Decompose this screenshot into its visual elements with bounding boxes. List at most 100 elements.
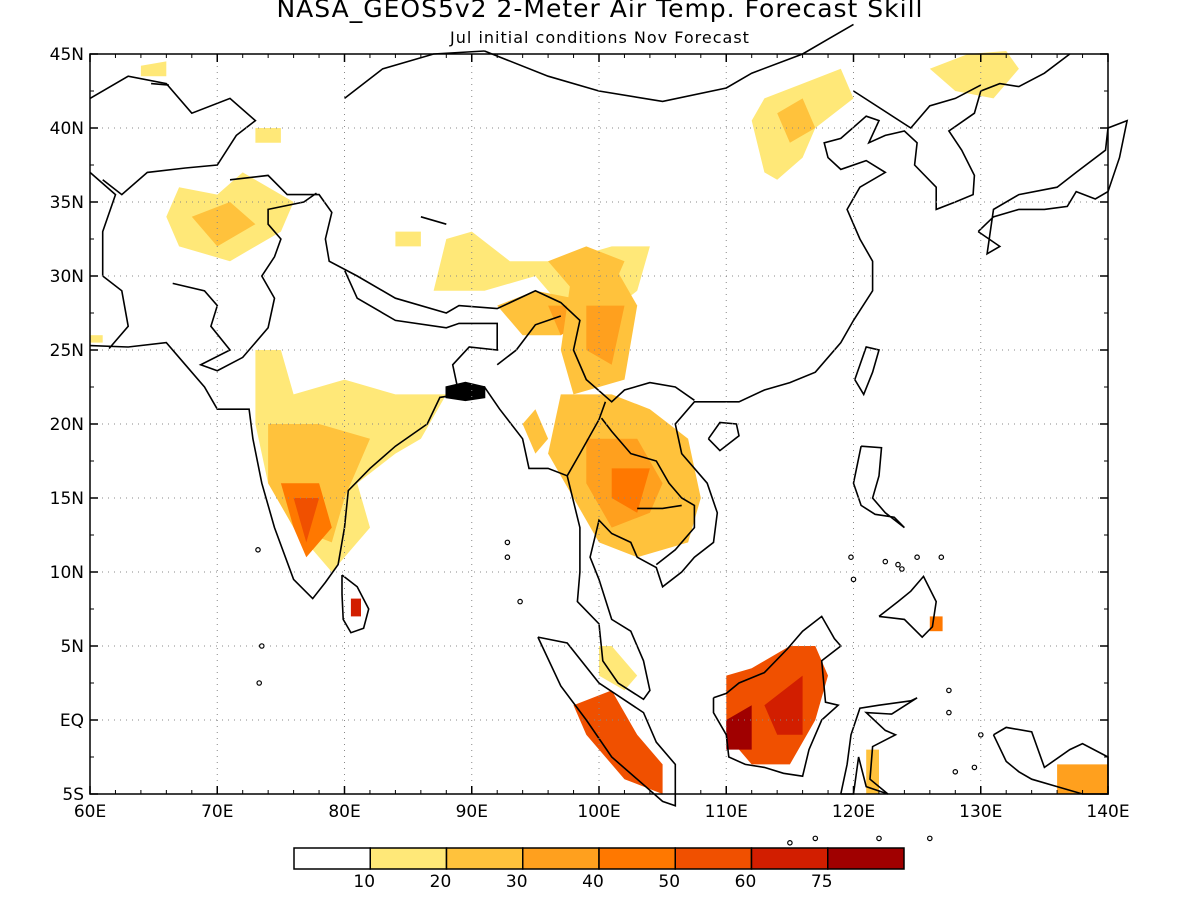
- colorbar-swatch: [522, 847, 600, 870]
- skill-region: [726, 705, 752, 750]
- island: [938, 554, 945, 561]
- island: [876, 835, 882, 842]
- island: [517, 598, 523, 605]
- x-tick-label: 100E: [577, 802, 620, 822]
- y-tick-label: 5S: [62, 785, 84, 805]
- coastline: [977, 119, 1129, 256]
- island: [946, 709, 952, 716]
- x-tick-label: 80E: [328, 802, 360, 822]
- coastline: [707, 421, 740, 452]
- coastline: [537, 636, 677, 807]
- colorbar-label: 10: [353, 872, 375, 892]
- colorbar-label: 20: [430, 872, 452, 892]
- border-line: [600, 417, 696, 566]
- skill-region: [522, 409, 549, 454]
- colorbar-label: 50: [658, 872, 680, 892]
- y-tick-label: 5N: [60, 637, 84, 657]
- y-tick-label: 30N: [50, 267, 84, 287]
- border-line: [343, 269, 498, 395]
- island: [504, 554, 511, 561]
- y-tick-label: 35N: [50, 193, 84, 213]
- skill-region: [573, 690, 663, 794]
- island: [848, 554, 854, 561]
- colorbar: 10 20 30 40 50 60 75: [293, 847, 905, 892]
- y-tick-label: 45N: [50, 45, 84, 65]
- y-tick-label: 25N: [50, 341, 84, 361]
- delta-detail: [445, 381, 486, 402]
- y-tick-label: 10N: [50, 563, 84, 583]
- x-tick-label: 120E: [832, 802, 875, 822]
- island: [899, 566, 905, 572]
- y-tick-label: 15N: [50, 489, 84, 509]
- colorbar-label: 30: [506, 872, 528, 892]
- colorbar-swatch: [674, 847, 753, 870]
- border-line: [172, 192, 317, 372]
- colorbar-label: 40: [582, 872, 604, 892]
- border-line: [566, 401, 607, 477]
- skill-region: [929, 616, 943, 632]
- x-tick-label: 110E: [705, 802, 748, 822]
- skill-region: [586, 305, 625, 365]
- coastline: [878, 574, 938, 639]
- skill-region: [350, 598, 361, 617]
- border-line: [420, 216, 447, 225]
- colorbar-label: 75: [811, 872, 833, 892]
- island: [946, 687, 952, 694]
- x-tick-label: 90E: [456, 802, 488, 822]
- axis-ticks: 60E 70E 80E 90E 100E 110E 120E 130E 140E 45N 40N 35…: [50, 45, 1130, 822]
- coastline: [840, 697, 918, 795]
- border-line: [89, 75, 257, 196]
- skill-region: [764, 675, 803, 735]
- island: [977, 731, 984, 738]
- border-line: [484, 23, 854, 103]
- island: [971, 764, 978, 771]
- island: [256, 680, 263, 686]
- colorbar-swatch: [293, 847, 371, 870]
- border-line: [89, 171, 130, 350]
- skill-region: [866, 749, 879, 794]
- island: [926, 835, 933, 842]
- coastlines: [89, 23, 1129, 846]
- coastline: [712, 615, 842, 778]
- island: [255, 546, 261, 553]
- island: [258, 643, 265, 649]
- skill-region: [599, 646, 638, 691]
- colorbar-swatch: [445, 847, 524, 870]
- border-line: [229, 174, 695, 403]
- colorbar-swatch: [369, 847, 448, 870]
- skill-region: [395, 231, 421, 247]
- skill-region: [611, 468, 650, 513]
- coastline: [852, 445, 905, 529]
- coastline: [341, 574, 370, 634]
- border-line: [344, 50, 485, 100]
- skill-region: [777, 98, 816, 143]
- island: [895, 561, 901, 568]
- island: [850, 576, 857, 583]
- coastline: [89, 53, 1071, 701]
- island: [914, 554, 920, 561]
- skill-region: [255, 128, 281, 143]
- island: [504, 539, 511, 546]
- colorbar-swatch: [750, 847, 829, 870]
- island: [812, 835, 819, 842]
- colorbar-swatch: [598, 847, 676, 870]
- skill-region: [90, 335, 103, 343]
- skill-region: [497, 290, 574, 336]
- y-tick-label: 20N: [50, 415, 84, 435]
- skill-shading: [90, 51, 1108, 794]
- island: [882, 558, 889, 565]
- island: [952, 768, 959, 775]
- skill-region: [140, 61, 167, 77]
- border-line: [853, 84, 982, 130]
- border-line: [637, 504, 682, 510]
- colorbar-label: 60: [735, 872, 757, 892]
- x-tick-label: 70E: [201, 802, 233, 822]
- skill-region: [929, 51, 1019, 99]
- skill-region: [1057, 764, 1108, 794]
- island: [787, 839, 793, 846]
- x-tick-label: 60E: [74, 802, 106, 822]
- y-tick-label: 40N: [50, 119, 84, 139]
- skill-region: [191, 202, 256, 247]
- map-title: NASA_GEOS5v2 2-Meter Air Temp. Forecast …: [276, 0, 924, 23]
